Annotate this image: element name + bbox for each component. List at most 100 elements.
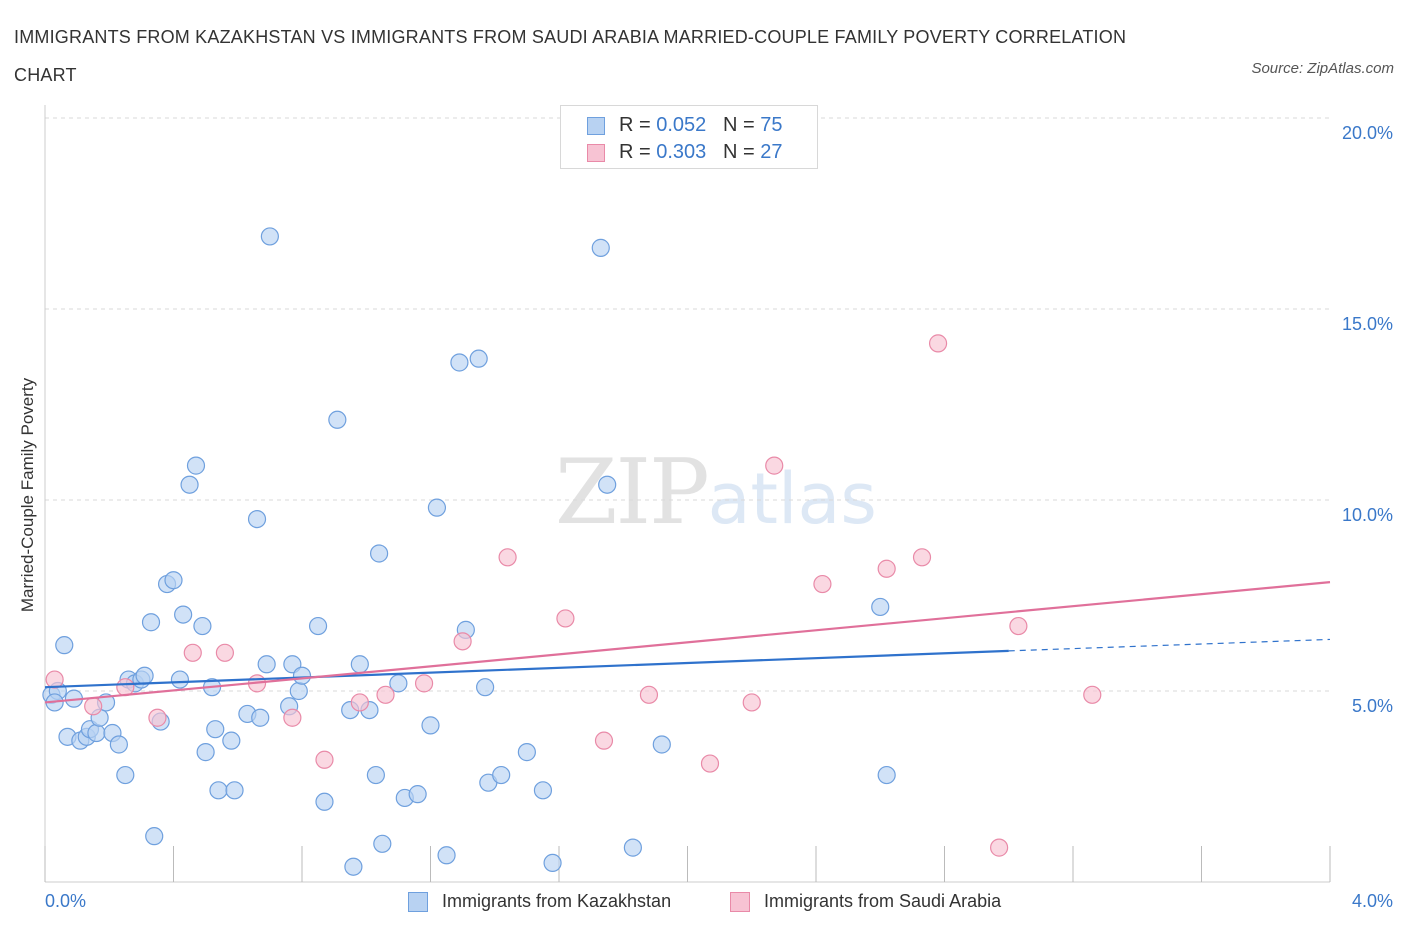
point-kazakhstan: [350, 655, 369, 674]
point-saudi: [215, 643, 234, 662]
point-kazakhstan: [116, 765, 135, 785]
point-saudi: [594, 731, 614, 750]
legend-r-value-saudi: 0.303: [656, 141, 707, 163]
source-label: Source: ZipAtlas.com: [1251, 60, 1394, 77]
point-kazakhstan: [408, 785, 427, 804]
point-saudi: [813, 574, 832, 594]
legend-r-label: R =: [619, 114, 657, 136]
point-kazakhstan: [871, 597, 890, 617]
legend-swatch-saudi: [730, 892, 750, 912]
y-tick-label-10: 10.0%: [1341, 505, 1393, 525]
point-saudi: [45, 670, 64, 689]
legend-r-label: R =: [619, 141, 657, 163]
point-kazakhstan: [196, 743, 215, 762]
point-kazakhstan: [450, 353, 469, 372]
legend-label-saudi: Immigrants from Saudi Arabia: [764, 891, 1002, 911]
point-kazakhstan: [437, 846, 456, 865]
point-kazakhstan: [421, 716, 440, 735]
point-saudi: [639, 685, 659, 704]
legend-n-value-saudi: 27: [760, 141, 783, 163]
point-kazakhstan: [373, 834, 392, 853]
legend-n-label: N =: [722, 141, 761, 163]
point-kazakhstan: [247, 509, 267, 529]
correlation-legend: R = 0.052 N = 75 R = 0.303 N = 27: [560, 105, 818, 169]
point-kazakhstan: [315, 792, 334, 811]
point-saudi: [283, 708, 302, 727]
point-kazakhstan: [877, 765, 896, 785]
legend-n-value-kazakhstan: 75: [760, 114, 783, 136]
trendline-kazakhstan: [44, 649, 1009, 689]
point-saudi: [700, 754, 720, 773]
point-kazakhstan: [87, 723, 106, 743]
point-kazakhstan: [492, 765, 511, 785]
point-saudi: [1083, 685, 1102, 704]
point-saudi: [742, 693, 761, 712]
point-kazakhstan: [225, 781, 244, 800]
point-kazakhstan: [174, 605, 193, 624]
point-saudi: [148, 708, 167, 727]
point-kazakhstan: [344, 857, 363, 876]
point-kazakhstan: [289, 681, 308, 701]
point-kazakhstan: [308, 616, 328, 636]
point-kazakhstan: [591, 238, 610, 257]
point-saudi: [877, 559, 896, 578]
point-saudi: [912, 548, 932, 567]
point-kazakhstan: [292, 666, 312, 685]
y-tick-label-15: 15.0%: [1341, 314, 1393, 334]
point-saudi: [350, 693, 369, 712]
point-saudi: [556, 609, 575, 628]
point-kazakhstan: [164, 571, 183, 590]
trendline-saudi: [44, 581, 1331, 704]
point-kazakhstan: [469, 349, 488, 368]
point-saudi: [498, 548, 517, 567]
point-saudi: [183, 643, 202, 662]
point-kazakhstan: [623, 838, 642, 857]
point-kazakhstan: [366, 765, 385, 785]
point-kazakhstan: [141, 613, 161, 632]
x-tick-label-max: 4.0%: [1351, 891, 1393, 911]
point-kazakhstan: [193, 616, 212, 636]
legend-n-label: N =: [722, 114, 761, 136]
point-kazakhstan: [170, 670, 190, 689]
x-tick-label-min: 0.0%: [45, 891, 87, 911]
point-saudi: [116, 678, 135, 697]
watermark-atlas: atlas: [707, 458, 877, 540]
point-kazakhstan: [543, 853, 562, 873]
y-tick-label-20: 20.0%: [1341, 123, 1393, 143]
point-saudi: [928, 334, 948, 353]
legend-swatch-saudi: [587, 144, 605, 162]
point-kazakhstan: [222, 731, 241, 750]
point-kazakhstan: [476, 678, 495, 697]
point-kazakhstan: [180, 475, 199, 494]
point-saudi: [1009, 616, 1028, 636]
point-kazakhstan: [598, 475, 617, 494]
point-saudi: [414, 674, 434, 693]
point-kazakhstan: [260, 227, 279, 246]
point-kazakhstan: [145, 827, 164, 846]
point-kazakhstan: [135, 666, 154, 685]
legend-label-kazakhstan: Immigrants from Kazakhstan: [442, 891, 672, 911]
chart-title: IMMIGRANTS FROM KAZAKHSTAN VS IMMIGRANTS…: [14, 27, 1127, 85]
point-kazakhstan: [257, 655, 276, 674]
watermark: ZIPatlas: [555, 440, 877, 545]
point-kazakhstan: [427, 498, 447, 517]
point-saudi: [315, 750, 334, 769]
point-saudi: [765, 456, 784, 475]
legend-swatch-kazakhstan: [408, 892, 428, 912]
point-kazakhstan: [533, 781, 553, 800]
point-kazakhstan: [55, 636, 74, 655]
trendline-kazakhstan-extension: [1008, 638, 1331, 652]
legend-r-value-kazakhstan: 0.052: [656, 114, 707, 136]
point-kazakhstan: [209, 781, 228, 800]
point-kazakhstan: [251, 708, 270, 727]
point-kazakhstan: [206, 720, 225, 739]
point-kazakhstan: [109, 735, 128, 754]
point-kazakhstan: [186, 456, 206, 475]
point-kazakhstan: [370, 544, 389, 563]
point-saudi: [453, 632, 472, 651]
point-saudi: [990, 838, 1009, 857]
watermark-zip: ZIP: [555, 440, 710, 545]
legend-swatch-kazakhstan: [587, 117, 605, 135]
y-tick-label-5: 5.0%: [1351, 696, 1393, 716]
